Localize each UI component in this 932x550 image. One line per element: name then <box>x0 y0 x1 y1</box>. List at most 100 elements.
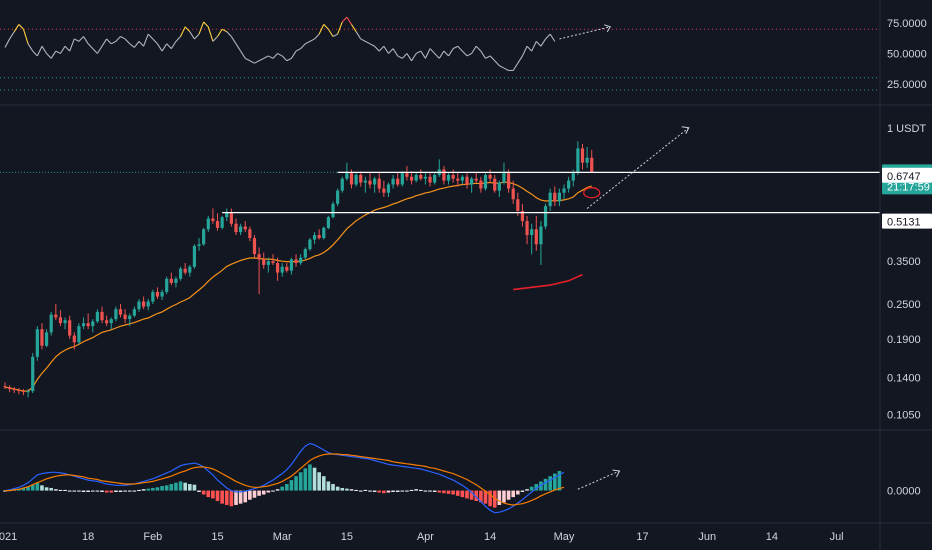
time-axis[interactable]: 2021 18 Feb 15 Mar 15 Apr 14 May 17 Jun 14 Jul <box>0 531 844 543</box>
candle-body <box>229 212 233 224</box>
candle-body <box>322 227 326 239</box>
candle-body <box>151 291 155 302</box>
candle <box>118 303 123 318</box>
candle <box>493 174 497 193</box>
candle-body <box>326 217 330 228</box>
macd-histogram-bar <box>155 487 160 491</box>
candle <box>40 323 44 350</box>
candle <box>275 257 280 281</box>
candle <box>81 317 86 330</box>
macd-histogram-bar <box>201 490 206 495</box>
macd-histogram-bar <box>382 490 386 494</box>
candle-body <box>243 226 247 230</box>
candle-body <box>105 320 109 324</box>
rsi-line-segment <box>489 55 496 62</box>
rsi-line-segment <box>332 33 338 38</box>
candle <box>525 215 529 245</box>
macd-panel[interactable]: 0.0000 <box>3 442 921 514</box>
rsi-line-segment <box>374 45 380 52</box>
candle-body <box>114 309 118 320</box>
candle <box>557 188 561 207</box>
macd-histogram-bar <box>423 490 428 492</box>
candle <box>442 166 446 185</box>
macd-projection-arrow <box>577 470 620 490</box>
candle-body <box>215 221 220 228</box>
candle <box>446 173 451 185</box>
candle <box>215 213 220 231</box>
candle <box>423 173 428 185</box>
red-circle-marker <box>583 187 601 199</box>
time-tick-label: Feb <box>143 531 162 543</box>
candle <box>548 188 552 211</box>
rsi-line-segment <box>314 33 320 40</box>
macd-histogram-bar <box>266 490 271 493</box>
price-panel[interactable]: 1 USDT0.35000.25000.19000.14000.10500.70… <box>0 123 932 422</box>
macd-histogram-bar <box>437 490 442 493</box>
macd-histogram-bar <box>174 482 178 491</box>
rsi-line-segment <box>531 41 537 52</box>
candle-body <box>428 176 432 183</box>
rsi-line-segment <box>351 24 357 32</box>
candle-body <box>95 311 99 322</box>
candle <box>511 180 515 204</box>
candle-body <box>206 218 210 230</box>
price-tick-label: 0.1050 <box>887 409 921 421</box>
candle <box>465 173 469 189</box>
rsi-line-segment <box>22 29 29 44</box>
price-tick-label: 0.1400 <box>887 373 921 385</box>
rsi-line-segment <box>424 48 431 59</box>
candle-body <box>331 203 335 218</box>
candle <box>345 162 349 181</box>
rsi-line-segment <box>59 45 66 54</box>
candle-body <box>488 174 492 179</box>
candle-body <box>336 190 340 204</box>
macd-histogram-bar <box>257 490 261 496</box>
macd-histogram-bar <box>525 489 529 491</box>
macd-histogram-bar <box>506 490 511 500</box>
candle <box>252 235 257 258</box>
candle-body <box>308 239 312 250</box>
rsi-line-segment <box>545 33 551 40</box>
candle-body <box>275 263 280 273</box>
rsi-line-segment <box>526 45 533 52</box>
rsi-panel[interactable]: 75.0000 50.0000 25.0000 <box>0 16 927 91</box>
rsi-line-segment <box>337 21 343 35</box>
candle <box>502 162 506 185</box>
rsi-line-segment <box>124 38 131 45</box>
candle-body <box>299 257 303 264</box>
rsi-line-segment <box>203 21 209 28</box>
macd-histogram-bar <box>261 490 266 495</box>
candle-body <box>271 261 275 264</box>
macd-projection-arrowhead <box>612 469 621 478</box>
candle-body <box>44 332 49 346</box>
rsi-line-segment <box>448 48 454 57</box>
macd-histogram-bar <box>534 484 539 491</box>
rsi-line-segment <box>355 31 362 40</box>
macd-histogram-bar <box>317 472 321 491</box>
candle-body <box>234 223 238 233</box>
candle-body <box>585 157 589 163</box>
rsi-line-segment <box>18 24 24 30</box>
candle <box>178 266 183 281</box>
macd-histogram-bar <box>169 484 174 491</box>
rsi-tick-label: 25.0000 <box>887 79 927 91</box>
time-tick-label: Mar <box>273 531 292 543</box>
rsi-line-segment <box>540 38 547 47</box>
macd-histogram-bar <box>44 487 49 491</box>
candle <box>248 226 252 242</box>
rsi-line-segment <box>143 33 149 47</box>
rsi-line-segment <box>471 45 477 54</box>
candle <box>580 144 585 170</box>
candle-body <box>35 329 39 357</box>
candle <box>419 169 423 181</box>
rsi-line-segment <box>4 38 11 48</box>
candle <box>95 309 99 324</box>
candle-body <box>137 301 141 310</box>
candle-body <box>91 321 95 327</box>
candle-body <box>86 323 90 327</box>
candle <box>497 180 501 198</box>
rsi-line-segment <box>254 60 260 64</box>
candle <box>368 173 372 189</box>
macd-histogram-bar <box>303 468 308 491</box>
